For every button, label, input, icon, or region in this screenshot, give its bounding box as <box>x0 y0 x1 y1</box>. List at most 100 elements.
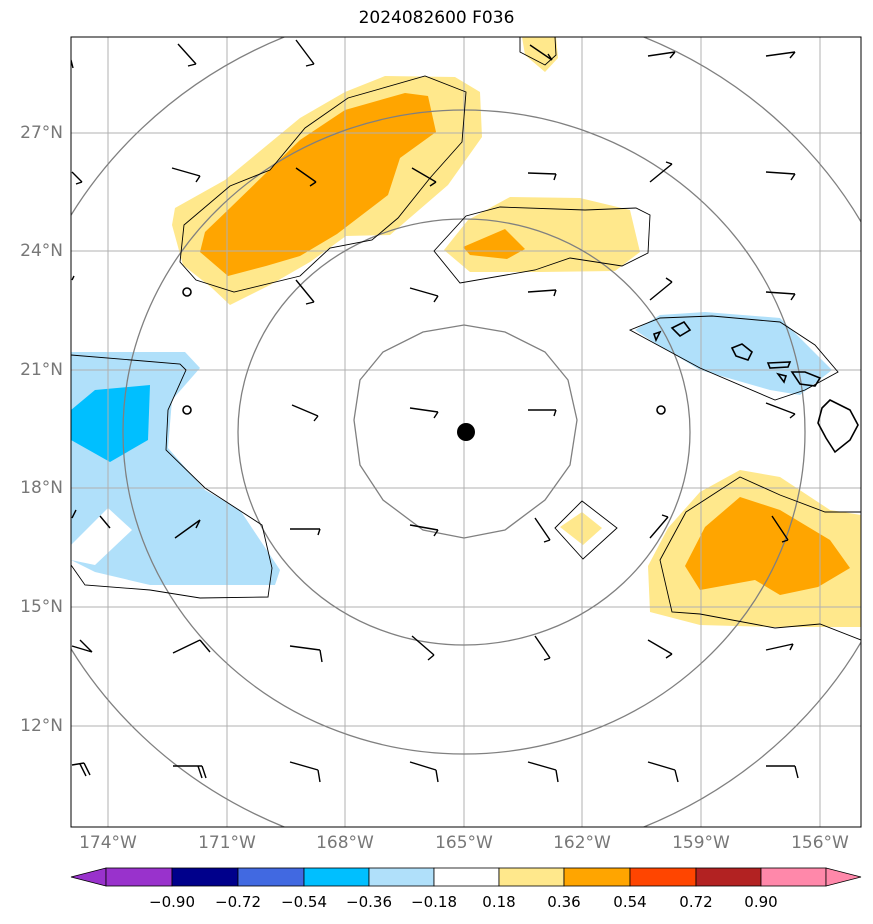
lon-label: 174°W <box>79 833 137 853</box>
lat-label: 12°N <box>20 716 63 736</box>
island-maui <box>790 371 822 387</box>
wind-barb <box>647 639 673 659</box>
map-frame <box>70 36 862 828</box>
colorbar-tick: −0.36 <box>346 893 392 911</box>
colorbar-tick: −0.72 <box>215 893 261 911</box>
lat-label: 21°N <box>20 360 63 380</box>
anomaly-fill-southeast-core <box>685 497 850 595</box>
wind-barb <box>173 765 207 779</box>
wind-barb <box>71 275 75 281</box>
colorbar-bin <box>303 867 370 887</box>
wind-barb <box>766 765 799 779</box>
wind-barb <box>171 167 201 183</box>
colorbar-bin <box>498 867 565 887</box>
colorbar-bin <box>433 867 500 887</box>
wind-barb <box>295 279 315 305</box>
wind-barb <box>409 407 439 419</box>
wind-barb <box>174 519 201 539</box>
wind-barb <box>765 402 796 419</box>
anomaly-gap <box>71 508 132 565</box>
contour-north <box>179 75 467 293</box>
colorbar <box>70 867 862 887</box>
wind-barb <box>289 645 323 663</box>
contour-west <box>71 354 273 599</box>
lat-label: 18°N <box>20 478 63 498</box>
island-hawaii <box>817 399 859 454</box>
colorbar-tick: 0.54 <box>613 893 647 911</box>
contour-east <box>628 315 839 401</box>
colorbar-tick: 0.72 <box>679 893 713 911</box>
colorbar-tick: −0.54 <box>281 893 327 911</box>
lon-label: 165°W <box>435 833 493 853</box>
colorbar-bin <box>760 867 827 887</box>
wind-barb <box>71 509 77 519</box>
wind-barb <box>534 517 551 543</box>
wind-barb <box>529 44 553 61</box>
lat-label: 24°N <box>20 241 63 261</box>
colorbar-bin <box>171 867 239 887</box>
range-ring-2 <box>237 218 691 646</box>
lon-label: 159°W <box>672 833 730 853</box>
lon-label: 168°W <box>316 833 374 853</box>
wind-barb <box>649 514 669 539</box>
wind-barb <box>527 172 557 181</box>
wind-barb <box>527 761 559 783</box>
wind-barb <box>71 762 91 777</box>
island-2 <box>182 405 192 415</box>
wind-barb <box>649 161 673 183</box>
wind-barb <box>647 761 679 783</box>
contours <box>71 37 861 641</box>
lon-label: 171°W <box>198 833 256 853</box>
colorbar-bin <box>368 867 435 887</box>
colorbar-tick: −0.90 <box>149 893 195 911</box>
wind-barb <box>765 291 796 301</box>
contour-central <box>433 206 651 284</box>
storm-center-marker <box>457 423 475 441</box>
lon-label: 162°W <box>553 833 611 853</box>
colorbar-bin <box>105 867 173 887</box>
colorbar-tick: −0.18 <box>411 893 457 911</box>
range-rings <box>71 37 861 827</box>
coastlines <box>182 287 859 454</box>
island-molokai <box>766 361 792 369</box>
wind-barbs <box>71 39 799 783</box>
colorbar-bin <box>629 867 697 887</box>
wind-barb <box>409 524 439 537</box>
wind-barb <box>409 761 439 783</box>
contour-top <box>519 37 557 66</box>
wind-barb <box>528 409 557 417</box>
wind-barb <box>765 51 796 59</box>
wind-barb <box>765 643 794 651</box>
island-kauai <box>670 320 692 338</box>
colorbar-bin <box>695 867 762 887</box>
wind-barb <box>291 404 319 422</box>
lat-label: 15°N <box>20 597 63 617</box>
range-ring-3 <box>122 109 806 755</box>
contour-diamond <box>554 500 618 560</box>
colorbar-bin <box>563 867 631 887</box>
wind-barb <box>295 167 317 187</box>
island-lanai <box>776 372 788 384</box>
range-ring-inner <box>353 324 578 539</box>
graticule <box>71 37 861 827</box>
wind-barb <box>71 171 83 185</box>
colorbar-low-extend <box>70 867 107 887</box>
anomaly-fill-north-core <box>200 93 436 276</box>
island-oahu <box>730 343 754 361</box>
wind-barb <box>71 639 93 653</box>
wind-barb <box>177 43 197 67</box>
anomaly-fill-west-core <box>71 385 150 462</box>
wind-barb <box>527 289 557 297</box>
lon-label: 156°W <box>791 833 849 853</box>
wind-barb <box>411 635 435 661</box>
map-area <box>71 37 861 827</box>
wind-barb <box>290 528 321 536</box>
colorbar-tick: 0.90 <box>744 893 778 911</box>
wind-barb <box>649 277 673 301</box>
colorbar-tick: 0.18 <box>482 893 516 911</box>
island-3 <box>656 405 666 415</box>
colorbar-high-extend <box>825 867 862 887</box>
wind-barb <box>172 639 211 654</box>
anomaly-fill-top <box>522 37 558 72</box>
colorbar-tick: 0.36 <box>547 893 581 911</box>
